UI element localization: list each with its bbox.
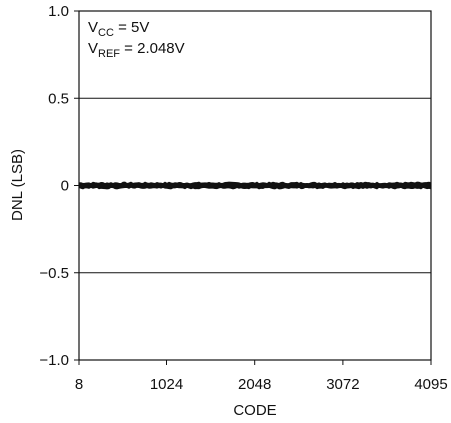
dnl-trace-0 xyxy=(78,181,432,190)
y-tick-labels: 1.0 0.5 0 −0.5 −1.0 xyxy=(39,3,69,369)
x-tick-label-4: 4095 xyxy=(414,376,447,393)
x-tick-label-3: 3072 xyxy=(326,376,359,393)
x-tick-labels: 8 1024 2048 3072 4095 xyxy=(75,376,448,393)
y-tick-label-1: 0.5 xyxy=(48,90,69,107)
x-tick-label-0: 8 xyxy=(75,376,83,393)
x-tick-label-1: 1024 xyxy=(150,376,183,393)
x-tick-label-2: 2048 xyxy=(238,376,271,393)
axis-ticks xyxy=(74,10,432,365)
dnl-series xyxy=(78,181,432,190)
annotation-vref: VREF = 2.048V xyxy=(88,40,185,60)
y-tick-label-3: −0.5 xyxy=(39,265,69,282)
x-axis-title: CODE xyxy=(233,402,276,419)
y-tick-label-2: 0 xyxy=(61,178,69,195)
y-tick-label-0: 1.0 xyxy=(48,3,69,20)
annotation-vcc: VCC = 5V xyxy=(88,19,149,39)
y-tick-label-4: −1.0 xyxy=(39,352,69,369)
y-axis-title: DNL (LSB) xyxy=(9,149,26,221)
